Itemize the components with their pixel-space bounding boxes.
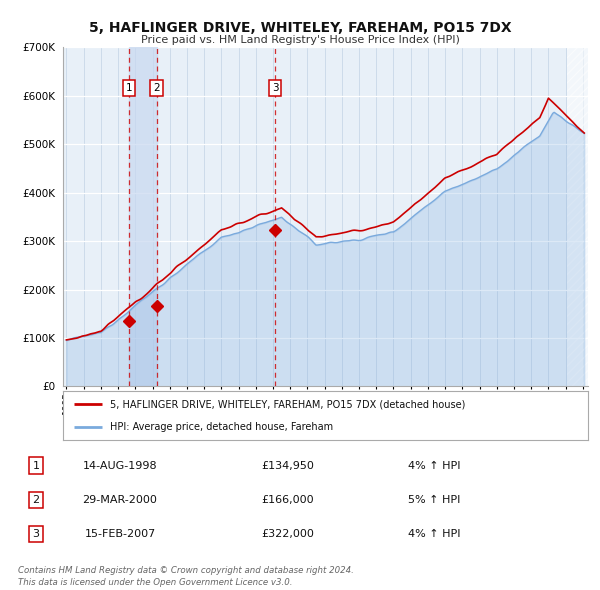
Text: 3: 3	[32, 529, 40, 539]
Text: £134,950: £134,950	[262, 461, 314, 470]
Bar	[567, 47, 588, 386]
Text: 2: 2	[32, 495, 40, 504]
Text: 5, HAFLINGER DRIVE, WHITELEY, FAREHAM, PO15 7DX: 5, HAFLINGER DRIVE, WHITELEY, FAREHAM, P…	[89, 21, 511, 35]
Text: 29-MAR-2000: 29-MAR-2000	[83, 495, 157, 504]
Text: 5% ↑ HPI: 5% ↑ HPI	[408, 495, 460, 504]
Text: 1: 1	[32, 461, 40, 470]
Bar	[129, 47, 157, 386]
Text: 15-FEB-2007: 15-FEB-2007	[85, 529, 155, 539]
Text: 5, HAFLINGER DRIVE, WHITELEY, FAREHAM, PO15 7DX (detached house): 5, HAFLINGER DRIVE, WHITELEY, FAREHAM, P…	[110, 399, 466, 409]
Text: 1: 1	[125, 83, 132, 93]
Text: Price paid vs. HM Land Registry's House Price Index (HPI): Price paid vs. HM Land Registry's House …	[140, 35, 460, 45]
Text: 14-AUG-1998: 14-AUG-1998	[83, 461, 157, 470]
Text: 4% ↑ HPI: 4% ↑ HPI	[408, 529, 461, 539]
Text: 3: 3	[272, 83, 278, 93]
Text: 2: 2	[154, 83, 160, 93]
Text: 4% ↑ HPI: 4% ↑ HPI	[408, 461, 461, 470]
Text: Contains HM Land Registry data © Crown copyright and database right 2024.
This d: Contains HM Land Registry data © Crown c…	[18, 566, 354, 587]
Text: HPI: Average price, detached house, Fareham: HPI: Average price, detached house, Fare…	[110, 422, 334, 432]
Text: £322,000: £322,000	[262, 529, 314, 539]
Text: £166,000: £166,000	[262, 495, 314, 504]
